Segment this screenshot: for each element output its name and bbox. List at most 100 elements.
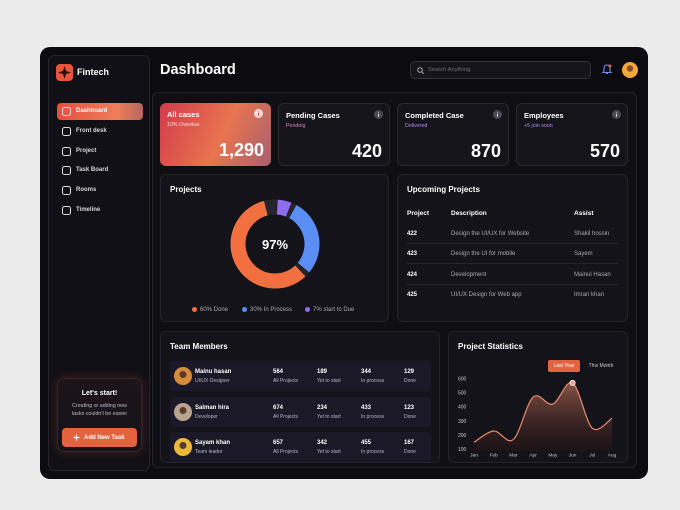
nav-icon-shape — [62, 146, 71, 156]
panel-upcoming — [397, 174, 628, 322]
brand: Fintech — [77, 67, 110, 77]
nav-item[interactable]: Timeline — [57, 202, 143, 219]
member-stat-value: 234 — [317, 404, 328, 411]
y-tick-label: 200 — [458, 433, 467, 439]
nav-icon-shape — [62, 166, 71, 176]
stat-card: Completed Case Delivered 870 — [397, 103, 509, 166]
stat-title: Pending Cases — [286, 111, 340, 120]
table-header: Assist — [574, 210, 594, 217]
stat-title: Employees — [524, 111, 564, 120]
line — [473, 381, 613, 443]
nav-label: Dashboard — [76, 108, 108, 114]
x-tick-label: Mar — [509, 453, 518, 459]
table-cell: Design the UI/UX for Website — [451, 231, 530, 237]
member-stat-label: All Projects — [273, 378, 299, 384]
nav-item[interactable]: Dashboard — [57, 103, 143, 120]
legend-dot — [192, 307, 197, 312]
stat-subtitle: +5 join soon — [524, 123, 553, 129]
member-row: Salman hira Developer 674 All Projects 234 Ye… — [170, 396, 431, 427]
table-header: Description — [451, 210, 487, 217]
stat-card: All cases 10% Overdue 1,290 — [160, 103, 271, 166]
panel-title: Team Members — [170, 342, 228, 351]
stat-card: Employees +5 join soon 570 — [516, 103, 628, 166]
highlight-point — [569, 379, 576, 386]
nav-icon — [62, 206, 71, 215]
panel-title: Projects — [170, 185, 202, 194]
x-tick-label: May — [548, 453, 558, 459]
nav-item[interactable]: Project — [57, 143, 143, 160]
member-stat-value: 344 — [361, 369, 372, 375]
member-stat-label: Done — [404, 449, 416, 455]
tab-active[interactable]: Last Year — [548, 360, 580, 372]
donut-center-label: 97% — [262, 237, 288, 252]
avatar-head — [179, 442, 187, 449]
legend-label: 30% In Process — [250, 306, 293, 313]
nav-item[interactable]: Rooms — [57, 182, 143, 199]
member-stat-label: Yet to start — [317, 378, 341, 384]
nav-icon — [62, 107, 71, 116]
table-cell: Shakil hossin — [574, 231, 610, 237]
nav-icon — [62, 166, 71, 176]
row-divider — [407, 263, 618, 265]
member-stat-label: Yet to start — [317, 449, 341, 455]
info-icon — [612, 110, 621, 119]
member-stat-label: All Projects — [273, 449, 299, 455]
member-stat-value: 455 — [361, 440, 372, 446]
member-stat-value: 674 — [273, 404, 284, 411]
member-avatar — [174, 402, 192, 421]
legend-label: 60% Done — [200, 306, 229, 313]
add-task-button[interactable]: Add New Task — [62, 428, 137, 447]
stat-value: 570 — [589, 141, 620, 161]
tab-label: This Month — [588, 362, 614, 369]
member-stat-value: 564 — [273, 369, 284, 375]
member-stat-label: Done — [404, 378, 416, 384]
plus-shape — [73, 434, 80, 441]
member-stat-value: 189 — [317, 369, 328, 375]
nav-icon-shape — [62, 107, 71, 116]
x-tick-label: Feb — [490, 453, 499, 459]
nav-item[interactable]: Task Board — [57, 162, 143, 179]
panel-title: Upcoming Projects — [407, 185, 480, 194]
row-divider — [407, 283, 618, 285]
y-tick-label: 600 — [458, 376, 467, 382]
avatar-head — [179, 406, 187, 414]
member-stat-label: All Projects — [273, 413, 299, 420]
stat-subtitle: Pending — [286, 123, 306, 129]
legend-swatch — [242, 307, 247, 312]
member-role: Developer — [195, 413, 218, 420]
donut-segment — [276, 199, 292, 217]
table-cell: Imran khan — [574, 291, 605, 298]
table-header: Project — [407, 210, 430, 217]
button-label: Add New Task — [84, 434, 125, 441]
donut-segment — [288, 205, 320, 273]
x-tick-label: Jul — [589, 453, 595, 459]
member-name: Salman hira — [195, 404, 230, 411]
nav-icon — [62, 186, 71, 196]
info-icon — [493, 110, 502, 119]
stat-subtitle: Delivered — [405, 123, 428, 129]
nav-item[interactable]: Front desk — [57, 123, 143, 140]
page-title: Dashboard — [160, 62, 236, 78]
member-stat-label: Yet to start — [317, 413, 341, 420]
row-divider — [407, 243, 618, 244]
member-avatar — [174, 438, 192, 456]
x-tick-label: Aug — [608, 453, 617, 459]
nav-label: Task Board — [76, 167, 109, 174]
search-placeholder: Search Anything — [428, 66, 471, 73]
member-stat-value: 167 — [404, 440, 415, 446]
stat-title: Completed Case — [405, 111, 464, 120]
logo-star — [58, 66, 71, 79]
member-avatar — [174, 367, 192, 385]
nav-icon — [62, 126, 71, 136]
search-handle — [421, 71, 425, 75]
search-lens — [417, 67, 423, 73]
area — [474, 382, 612, 451]
search-box[interactable]: Search Anything — [410, 61, 591, 79]
logo-icon — [56, 64, 73, 81]
member-row: Sayam khan Team leader 657 All Projects 342 Y… — [170, 432, 431, 462]
cta-text: Creating or adding new tasks couldn't be… — [71, 403, 128, 417]
tab[interactable]: This Month — [583, 360, 619, 372]
donut-chart: 97% — [230, 199, 320, 289]
search-icon — [417, 67, 425, 75]
